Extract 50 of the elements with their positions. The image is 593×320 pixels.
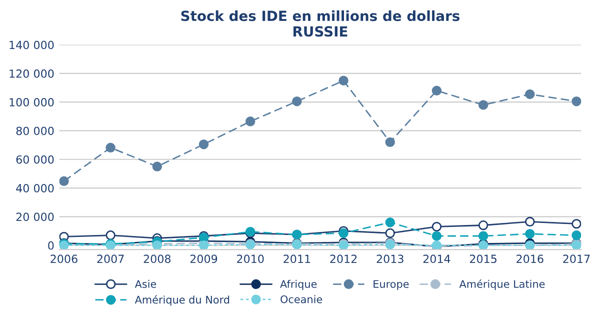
y-tick-label: 60 000 [16, 155, 54, 164]
x-tick-label: 2011 [284, 254, 310, 264]
y-tick-label: 140 000 [10, 40, 54, 50]
x-tick-label: 2008 [144, 254, 171, 264]
legend-label: Afrique [280, 280, 317, 290]
point [292, 96, 302, 106]
point [106, 230, 116, 240]
x-tick-label: 2006 [50, 254, 78, 264]
x-tick-label: 2016 [516, 254, 544, 264]
point [106, 142, 116, 152]
y-tick-label: 0 [48, 241, 54, 250]
y-tick-label: 120 000 [10, 69, 54, 78]
point [572, 96, 582, 106]
point [525, 216, 535, 227]
legend-label: Amérique du Nord [134, 295, 230, 306]
point [478, 231, 488, 241]
legend-label: Oceanie [280, 295, 322, 304]
x-tick-label: 2009 [190, 254, 218, 264]
y-tick-label: 40 000 [16, 184, 54, 192]
y-tick-label: 20 000 [16, 212, 54, 222]
point [385, 228, 395, 238]
x-tick-label: 2007 [97, 254, 124, 264]
y-tick-label: 80 000 [16, 126, 54, 136]
x-tick-label: 2012 [330, 254, 357, 264]
legend-label: Amérique Latine [459, 279, 545, 290]
point [572, 230, 582, 240]
chart-title: Stock des IDE en millions de dollars RUSSIE [181, 10, 460, 37]
y-tick-label: 100 000 [10, 98, 54, 106]
point [478, 220, 488, 230]
x-tick-label: 2017 [563, 254, 590, 264]
point [432, 231, 442, 241]
x-tick-label: 2010 [237, 254, 264, 264]
point [432, 86, 442, 96]
x-tick-label: 2014 [423, 254, 450, 264]
legend-label: Europe [374, 280, 409, 290]
point [525, 228, 535, 239]
x-tick-label: 2015 [470, 254, 496, 264]
point [338, 76, 348, 86]
point [478, 100, 488, 110]
point [198, 139, 209, 150]
point [152, 162, 162, 172]
point [525, 89, 535, 100]
point [432, 222, 442, 232]
point [59, 176, 69, 186]
point [385, 218, 395, 228]
point [572, 218, 582, 229]
x-tick-label: 2013 [376, 254, 404, 264]
point [385, 137, 395, 148]
legend-label: Asie [134, 280, 156, 288]
point [245, 116, 256, 126]
